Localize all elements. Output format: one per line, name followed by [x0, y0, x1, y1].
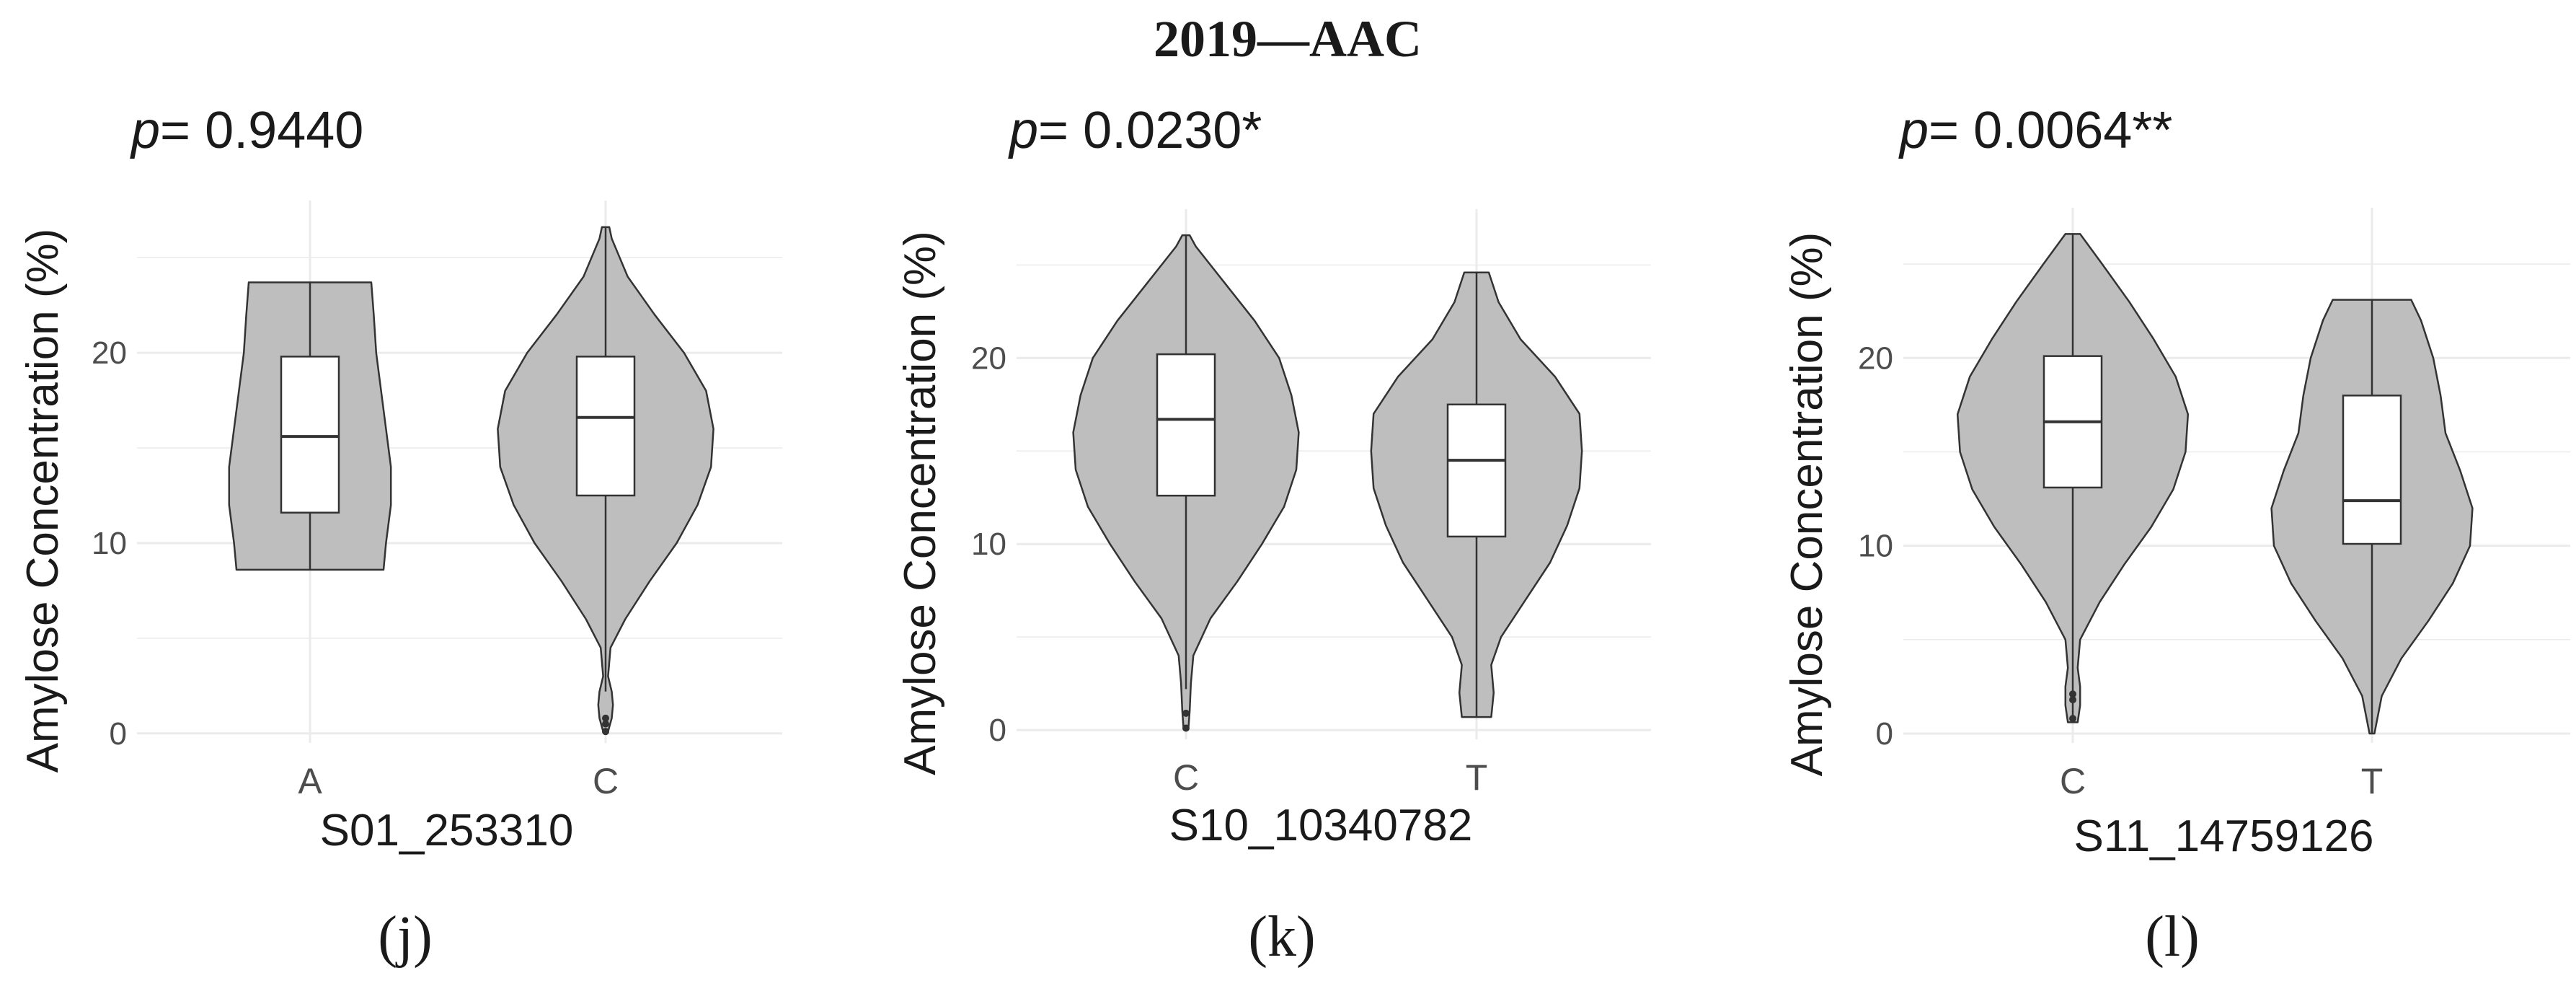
p-value-text: = 0.9440: [160, 102, 363, 159]
y-tick-label: 10: [1858, 529, 1893, 564]
y-tick-label: 0: [110, 716, 127, 752]
x-tick-label: T: [2361, 761, 2384, 801]
y-axis-title: Amylose Concentration (%): [1782, 232, 1832, 777]
panel-label: (j): [378, 905, 433, 969]
outlier-point: [2069, 715, 2076, 723]
outlier-point: [2069, 696, 2076, 704]
outlier-point: [602, 720, 609, 728]
y-tick-label: 10: [92, 526, 127, 561]
outlier-point: [2069, 690, 2076, 698]
figure-title: 2019—AAC: [1154, 10, 1422, 68]
p-symbol: p: [130, 102, 160, 159]
p-value-annotation: p= 0.0230*: [1008, 102, 1262, 159]
x-tick-label: C: [1173, 757, 1199, 798]
outlier-point: [602, 714, 609, 722]
p-value-annotation: p= 0.0064**: [1898, 102, 2172, 159]
p-value-text: = 0.0064**: [1929, 102, 2172, 159]
x-axis-title: S01_253310: [320, 806, 574, 855]
y-tick-label: 20: [971, 340, 1006, 376]
y-tick-label: 0: [989, 713, 1006, 748]
y-tick-label: 20: [1858, 340, 1893, 376]
outlier-point: [1182, 724, 1190, 732]
panel-label: (k): [1248, 905, 1315, 969]
y-axis-title: Amylose Concentration (%): [18, 229, 68, 773]
outlier-point: [602, 728, 609, 736]
panel-label: (l): [2145, 905, 2200, 969]
p-value-annotation: p= 0.9440: [130, 102, 363, 159]
p-symbol: p: [1008, 102, 1038, 159]
iqr-box: [2342, 395, 2402, 545]
p-value-text: = 0.0230*: [1038, 102, 1262, 159]
x-tick-label: C: [593, 761, 619, 801]
iqr-box: [575, 356, 636, 497]
p-symbol: p: [1898, 102, 1929, 159]
y-tick-label: 20: [92, 335, 127, 371]
outlier-point: [1182, 709, 1190, 717]
x-axis-title: S10_10340782: [1169, 801, 1473, 850]
x-axis-title: S11_14759126: [2073, 811, 2373, 861]
iqr-box: [280, 356, 340, 514]
x-tick-label: C: [2060, 761, 2086, 801]
x-tick-label: T: [1466, 757, 1488, 798]
y-tick-label: 0: [1876, 716, 1893, 752]
violin-panel-1: 0 10 20 A C S01_253310 Amylose Concentration (…: [18, 102, 782, 969]
iqr-box: [1156, 353, 1216, 497]
iqr-box: [1446, 403, 1507, 538]
violin-panel-3: 0 10 20 C T S11_14759126 Amylose Concentration…: [1782, 102, 2570, 969]
x-tick-label: A: [298, 761, 322, 801]
y-tick-label: 10: [971, 527, 1006, 562]
y-axis-title: Amylose Concentration (%): [895, 231, 945, 775]
